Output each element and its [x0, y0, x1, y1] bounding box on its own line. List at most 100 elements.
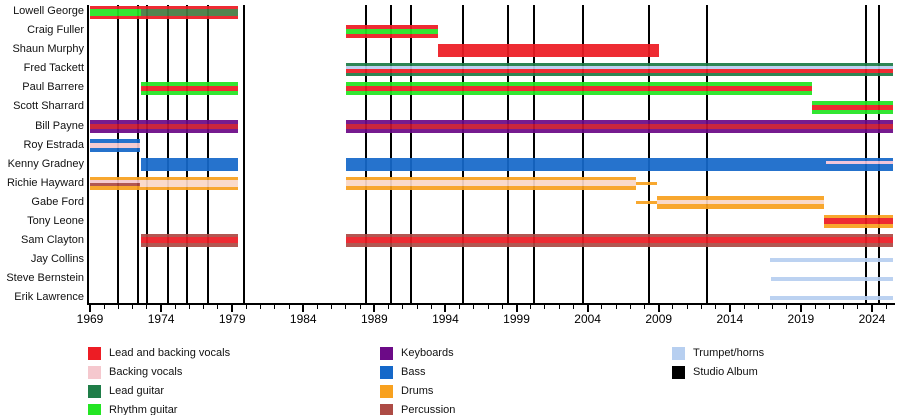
- axis-tick: [885, 305, 887, 309]
- member-name-label: Kenny Gradney: [7, 157, 84, 170]
- member-role-bar: [141, 5, 238, 19]
- role-stripe: [90, 15, 142, 19]
- axis-tick: [245, 305, 247, 309]
- role-stripe: [90, 120, 238, 124]
- legend-label: Trumpet/horns: [693, 347, 765, 359]
- axis-tick: [615, 305, 617, 309]
- role-stripe: [657, 200, 824, 205]
- legend-swatch-lead_backing_vocals: [88, 346, 101, 360]
- axis-tick: [743, 305, 745, 309]
- legend-item: Bass: [380, 365, 425, 379]
- axis-year-label: 1969: [76, 312, 104, 326]
- role-stripe: [345, 129, 894, 133]
- legend-label: Studio Album: [693, 366, 758, 378]
- role-stripe: [90, 183, 140, 187]
- role-stripe: [823, 224, 894, 229]
- member-name-label: Gabe Ford: [31, 195, 84, 208]
- member-role-bar: [90, 139, 140, 153]
- member-name-label: Shaun Murphy: [12, 43, 84, 56]
- studio-album-line: [242, 5, 245, 303]
- axis-year-label: 1974: [147, 312, 175, 326]
- axis-tick: [444, 305, 447, 312]
- member-role-bar: [769, 295, 894, 300]
- axis-tick: [146, 305, 148, 309]
- legend-swatch-backing_vocals: [88, 365, 101, 379]
- member-role-bar: [139, 177, 238, 191]
- member-role-bar: [345, 62, 894, 76]
- role-stripe: [141, 8, 238, 16]
- role-stripe: [90, 129, 238, 133]
- legend-label: Percussion: [401, 404, 456, 415]
- axis-tick: [274, 305, 276, 309]
- axis-tick: [530, 305, 532, 309]
- role-stripe: [812, 100, 894, 105]
- role-stripe: [345, 237, 894, 244]
- axis-year-label: 1979: [218, 312, 246, 326]
- role-stripe: [345, 158, 827, 172]
- member-role-bar: [141, 81, 238, 95]
- role-stripe: [345, 186, 636, 191]
- legend-label: Lead and backing vocals: [109, 347, 231, 359]
- studio-album-line: [532, 5, 535, 303]
- role-stripe: [826, 161, 894, 165]
- axis-tick: [686, 305, 688, 309]
- axis-year-label: 2019: [787, 312, 815, 326]
- legend-label: Lead guitar: [109, 385, 165, 397]
- member-name-label: Tony Leone: [27, 214, 84, 227]
- member-role-bar: [90, 177, 140, 191]
- role-stripe: [345, 33, 439, 38]
- axis-tick: [132, 305, 134, 309]
- axis-tick: [700, 305, 702, 309]
- member-role-bar: [90, 120, 238, 133]
- legend-swatch-keyboards: [380, 346, 393, 360]
- axis-tick: [843, 305, 845, 309]
- member-name-label: Roy Estrada: [23, 138, 84, 151]
- role-stripe: [90, 139, 140, 144]
- member-role-bar: [657, 196, 824, 210]
- axis-tick: [657, 305, 660, 312]
- studio-album-line: [865, 5, 868, 303]
- axis-tick: [402, 305, 404, 309]
- studio-album-line: [137, 5, 140, 303]
- role-stripe: [657, 204, 824, 210]
- member-role-bar: [635, 201, 658, 205]
- studio-album-line: [207, 5, 209, 303]
- role-stripe: [823, 215, 894, 219]
- role-stripe: [141, 237, 238, 244]
- studio-album-line: [185, 5, 188, 303]
- role-stripe: [141, 15, 238, 19]
- member-role-bar: [769, 257, 894, 262]
- role-stripe: [345, 85, 813, 91]
- axis-tick: [359, 305, 361, 309]
- legend-swatch-studio_album: [672, 365, 685, 379]
- role-stripe: [812, 109, 894, 114]
- role-stripe: [345, 81, 813, 86]
- studio-album-line: [706, 5, 709, 303]
- axis-tick: [644, 305, 645, 309]
- member-name-label: Sam Clayton: [21, 233, 84, 246]
- role-stripe: [345, 68, 894, 73]
- axis-tick: [189, 305, 191, 309]
- axis-tick: [586, 305, 589, 312]
- axis-tick: [430, 305, 432, 309]
- legend-item: Drums: [380, 384, 433, 398]
- axis-tick: [487, 305, 489, 309]
- role-stripe: [139, 187, 238, 191]
- axis-tick: [558, 305, 560, 309]
- studio-album-line: [364, 5, 367, 303]
- member-name-label: Lowell George: [13, 5, 84, 18]
- member-role-bar: [345, 81, 813, 95]
- axis-year-label: 1989: [361, 312, 388, 326]
- member-role-bar: [823, 215, 894, 229]
- role-stripe: [90, 5, 142, 9]
- member-name-label: Paul Barrere: [22, 81, 84, 94]
- studio-album-line: [461, 5, 464, 303]
- axis-tick: [160, 305, 163, 312]
- member-role-bar: [141, 234, 238, 248]
- legend-swatch-percussion: [380, 403, 393, 415]
- member-role-bar: [90, 5, 142, 19]
- role-stripe: [345, 90, 813, 95]
- role-stripe: [90, 186, 140, 191]
- member-name-label: Erik Lawrence: [14, 290, 84, 303]
